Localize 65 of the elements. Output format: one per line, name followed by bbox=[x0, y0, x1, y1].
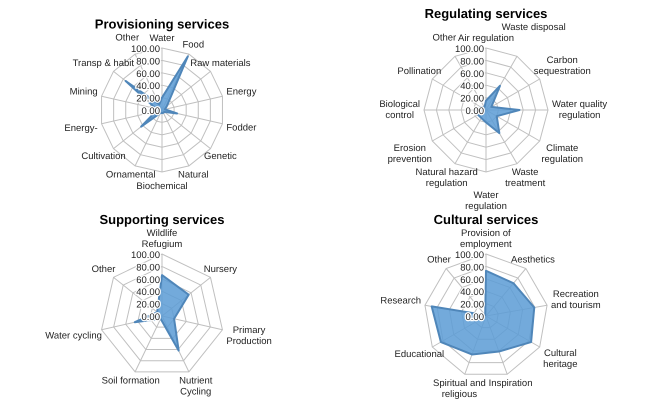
spoke-label: Transp & habit bbox=[72, 58, 134, 69]
y-tick-label: 80.00 bbox=[136, 56, 160, 68]
spoke-label: Inspiration bbox=[488, 378, 532, 390]
spoke-label: Ornamental bbox=[106, 169, 156, 180]
spoke-label: Climate regulation bbox=[541, 143, 584, 165]
spoke-label: Water regulation bbox=[465, 190, 507, 212]
spoke-label: Aesthetics bbox=[511, 254, 556, 266]
y-tick-label: 60.00 bbox=[460, 68, 484, 80]
y-tick-label: 100.00 bbox=[454, 44, 484, 55]
chart-title: Regulating services bbox=[424, 6, 548, 21]
spoke-label: Water bbox=[150, 33, 174, 44]
y-tick-label: 100.00 bbox=[130, 44, 160, 55]
spoke-label: Genetic bbox=[204, 151, 237, 162]
spoke-label: Other bbox=[115, 32, 140, 44]
spoke-label: Erosion prevention bbox=[388, 143, 432, 165]
y-tick-label: 0.00 bbox=[142, 312, 160, 323]
spoke-label: Food bbox=[182, 40, 204, 51]
y-tick-label: 20.00 bbox=[460, 94, 484, 105]
spoke-label: Other bbox=[92, 264, 116, 275]
spoke-label: Waste treatment bbox=[505, 167, 546, 190]
spoke-label: Pollination bbox=[397, 66, 442, 77]
spoke-label: Recreation and tourism bbox=[550, 289, 601, 312]
spoke-label: Nursery bbox=[204, 264, 238, 275]
y-tick-label: 100.00 bbox=[454, 250, 484, 261]
spoke-label: Educational bbox=[394, 349, 444, 360]
spoke-label: Cultural heritage bbox=[543, 348, 578, 370]
y-tick-label: 80.00 bbox=[136, 262, 160, 274]
spoke-label: Primary Production bbox=[226, 324, 272, 347]
spoke-label: Carbon sequestration bbox=[534, 55, 591, 77]
spoke-label: Mining bbox=[70, 86, 98, 98]
y-tick-label: 20.00 bbox=[460, 300, 484, 311]
spoke-label: Other bbox=[432, 32, 456, 44]
spoke-label: Research bbox=[380, 295, 422, 306]
y-tick-label: 0.00 bbox=[466, 312, 484, 323]
spoke-label: Energy- bbox=[64, 122, 98, 134]
spoke-label: Air regulation bbox=[458, 33, 514, 44]
spoke-label: Natural hazard regulation bbox=[415, 167, 478, 190]
spoke-label: Soil formation bbox=[102, 375, 160, 386]
y-tick-label: 40.00 bbox=[460, 287, 484, 298]
y-tick-label: 100.00 bbox=[130, 250, 160, 261]
y-tick-label: 60.00 bbox=[460, 274, 484, 286]
spoke-label: Energy bbox=[226, 86, 257, 98]
spoke-label: Nutrient Cycling bbox=[179, 375, 213, 398]
chart-title: Cultural services bbox=[434, 212, 538, 227]
y-tick-label: 60.00 bbox=[136, 68, 160, 80]
y-tick-label: 80.00 bbox=[460, 262, 484, 274]
spoke-label: Wildlife Refugium bbox=[142, 228, 182, 250]
spoke-label: Water cycling bbox=[45, 330, 102, 342]
spoke-label: Raw materials bbox=[190, 58, 251, 69]
spoke-label: Provision of employment bbox=[460, 228, 512, 250]
spoke-label: Natural bbox=[178, 169, 209, 180]
chart-title: Supporting services bbox=[100, 212, 224, 227]
chart-title: Provisioning services bbox=[94, 16, 230, 32]
y-tick-label: 80.00 bbox=[460, 56, 484, 68]
spoke-label: Other bbox=[427, 254, 451, 266]
spoke-label: Spiritual and religious bbox=[433, 378, 486, 400]
y-tick-label: 60.00 bbox=[136, 274, 160, 286]
spoke-label: Biological control bbox=[379, 99, 420, 121]
y-tick-label: 40.00 bbox=[460, 81, 484, 92]
spoke-label: Fodder bbox=[226, 122, 256, 134]
spoke-label: Biochemical bbox=[136, 181, 188, 192]
spoke-label: Water quality regulation bbox=[552, 99, 608, 121]
spoke-label: Waste disposal bbox=[502, 22, 566, 33]
y-tick-label: 40.00 bbox=[136, 81, 160, 92]
spoke-label: Cultivation bbox=[81, 151, 126, 162]
